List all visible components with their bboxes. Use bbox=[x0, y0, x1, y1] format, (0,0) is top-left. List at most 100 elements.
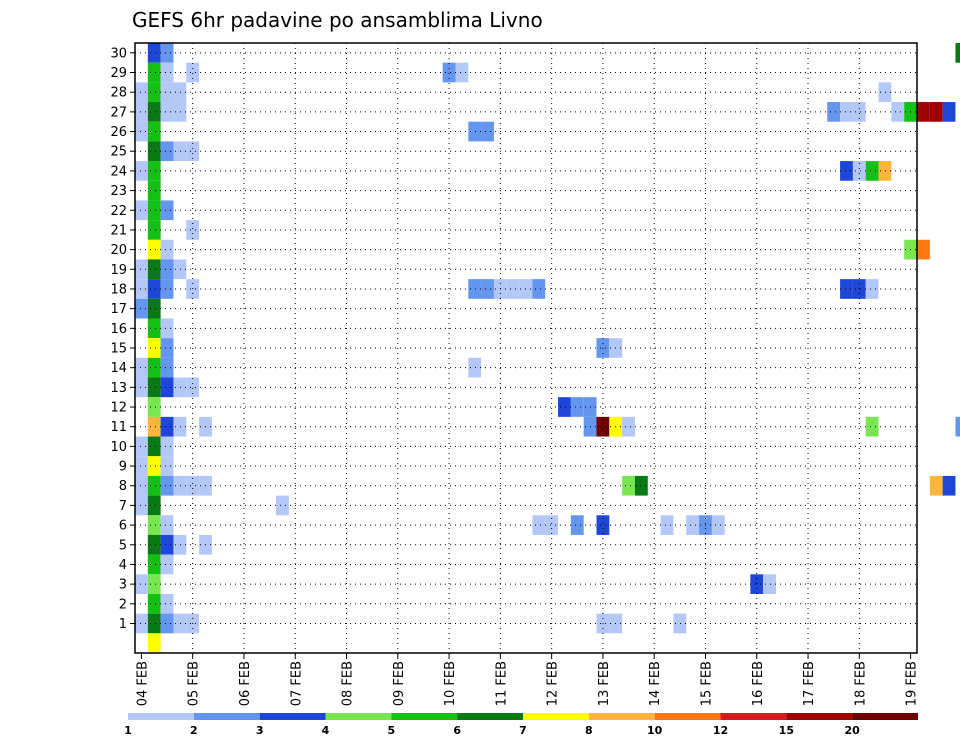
heatmap-cell bbox=[865, 416, 879, 437]
x-tick-label: 19 FEB bbox=[905, 661, 920, 706]
heatmap-cell bbox=[147, 633, 161, 653]
heatmap-cell bbox=[173, 102, 187, 122]
heatmap-cell bbox=[135, 475, 148, 496]
heatmap-cell bbox=[147, 357, 161, 378]
heatmap-cell bbox=[622, 475, 635, 496]
x-tick-label: 13 FEB bbox=[597, 661, 612, 706]
heatmap-cell bbox=[955, 43, 960, 63]
heatmap-cell bbox=[442, 62, 456, 83]
y-tick-label: 18 bbox=[110, 282, 127, 297]
legend-swatch bbox=[523, 713, 589, 720]
heatmap-cell bbox=[878, 82, 892, 103]
legend-swatch bbox=[588, 713, 655, 720]
x-tick-label: 14 FEB bbox=[648, 661, 663, 706]
x-tick-label: 07 FEB bbox=[289, 661, 304, 706]
heatmap-cell bbox=[147, 102, 161, 122]
legend-swatch bbox=[852, 713, 918, 720]
y-tick-label: 3 bbox=[119, 578, 127, 593]
heatmap-cell bbox=[481, 121, 494, 142]
legend-swatch bbox=[654, 713, 721, 720]
heatmap-cell bbox=[135, 298, 148, 319]
x-tick-label: 16 FEB bbox=[751, 661, 766, 706]
x-tick-label: 15 FEB bbox=[699, 661, 714, 706]
heatmap-cell bbox=[173, 534, 187, 555]
heatmap-cell bbox=[673, 613, 687, 634]
heatmap-cell bbox=[135, 82, 148, 103]
heatmap-cell bbox=[660, 515, 674, 535]
heatmap-cell bbox=[942, 475, 956, 496]
heatmap-cell bbox=[160, 338, 174, 358]
x-tick-label: 08 FEB bbox=[341, 661, 356, 706]
legend-label: 4 bbox=[322, 724, 330, 737]
heatmap-cell bbox=[160, 239, 174, 260]
heatmap-cell bbox=[596, 515, 610, 535]
legend-swatch bbox=[128, 713, 194, 720]
heatmap-cell bbox=[827, 102, 841, 122]
heatmap-cell bbox=[147, 534, 161, 555]
legend-swatch bbox=[391, 713, 458, 720]
heatmap-cell bbox=[532, 279, 546, 299]
heatmap-cell bbox=[160, 613, 174, 634]
legend-swatch bbox=[259, 713, 326, 720]
heatmap-cell bbox=[135, 613, 148, 634]
y-tick-label: 10 bbox=[110, 440, 127, 455]
y-tick-label: 5 bbox=[119, 538, 127, 553]
heatmap-cell bbox=[147, 456, 161, 476]
heatmap-cell bbox=[891, 102, 905, 122]
y-tick-label: 17 bbox=[110, 302, 127, 317]
y-tick-label: 15 bbox=[110, 342, 127, 357]
y-tick-label: 23 bbox=[110, 184, 127, 199]
heatmap-cell bbox=[160, 456, 174, 476]
heatmap-cell bbox=[135, 102, 148, 122]
heatmap-cell bbox=[686, 515, 700, 535]
heatmap-cell bbox=[135, 259, 148, 280]
y-tick-label: 26 bbox=[110, 125, 127, 140]
x-tick-label: 09 FEB bbox=[392, 661, 407, 706]
heatmap-cell bbox=[186, 141, 200, 162]
y-tick-label: 28 bbox=[110, 86, 127, 101]
legend-label: 5 bbox=[388, 724, 396, 737]
heatmap-cell bbox=[160, 318, 174, 339]
heatmap-cell bbox=[160, 141, 174, 162]
heatmap-cell bbox=[160, 102, 174, 122]
y-tick-label: 14 bbox=[110, 361, 127, 376]
y-tick-label: 12 bbox=[110, 401, 127, 416]
heatmap-cell bbox=[147, 574, 161, 594]
heatmap-cell bbox=[917, 239, 930, 260]
heatmap-cell bbox=[160, 82, 174, 103]
legend-label: 15 bbox=[779, 724, 794, 737]
heatmap-cell bbox=[160, 62, 174, 83]
heatmap-cell bbox=[468, 279, 482, 299]
y-tick-label: 24 bbox=[110, 164, 127, 179]
dotted-grid bbox=[135, 43, 917, 653]
heatmap-cell bbox=[135, 357, 148, 378]
y-tick-label: 13 bbox=[110, 381, 127, 396]
legend-label: 1 bbox=[124, 724, 132, 737]
heatmap-cell bbox=[147, 338, 161, 358]
heatmap-cell bbox=[865, 161, 879, 181]
heatmap-cell bbox=[711, 515, 725, 535]
heatmap-cell bbox=[147, 475, 161, 496]
heatmap-cell bbox=[147, 593, 161, 614]
heatmap-cell bbox=[147, 43, 161, 63]
legend-label: 12 bbox=[713, 724, 728, 737]
y-tick-label: 7 bbox=[119, 499, 127, 514]
heatmap-cell bbox=[135, 456, 148, 476]
heatmap-cell bbox=[186, 475, 200, 496]
legend-label: 3 bbox=[256, 724, 264, 737]
x-tick-label: 11 FEB bbox=[494, 661, 509, 706]
heatmap-cell bbox=[468, 121, 482, 142]
legend-swatch bbox=[720, 713, 787, 720]
heatmap-cell bbox=[545, 515, 559, 535]
x-tick-label: 10 FEB bbox=[443, 661, 458, 706]
y-axis: 1234567891011121314151617181920212223242… bbox=[110, 46, 135, 632]
heatmap-cell bbox=[173, 475, 187, 496]
heatmap-cell bbox=[147, 141, 161, 162]
heatmap-cell bbox=[558, 397, 571, 417]
heatmap-cell bbox=[147, 436, 161, 457]
heatmap-cell bbox=[570, 397, 584, 417]
heatmap-cell bbox=[160, 436, 174, 457]
legend-swatch bbox=[193, 713, 260, 720]
heatmap-cell bbox=[135, 436, 148, 457]
